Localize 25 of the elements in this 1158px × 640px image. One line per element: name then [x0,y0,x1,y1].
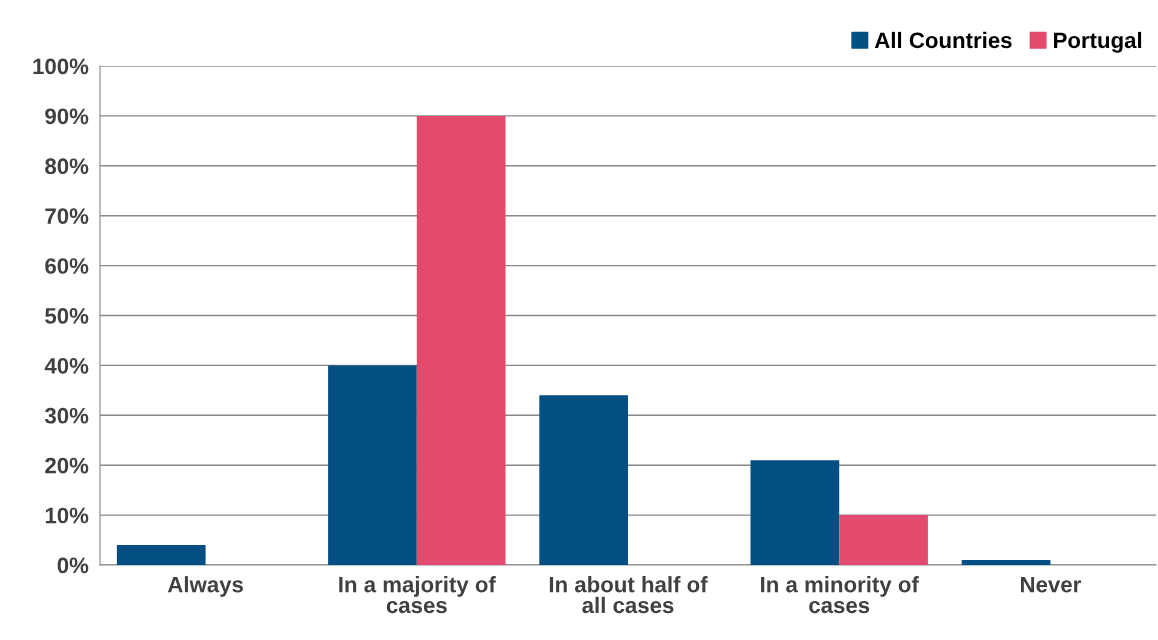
y-tick-label: 80% [45,158,89,175]
x-tick-label: In a minority of cases [761,576,919,614]
bar [116,545,206,565]
y-tick-label: 90% [45,108,89,125]
bar [839,515,928,565]
bar [539,395,628,565]
y-tick-label: 20% [45,457,89,474]
y-tick-label: 30% [44,407,89,424]
y-tick-label: 50% [45,308,89,324]
y-tick-label: 70% [45,208,89,224]
bar [961,560,1051,565]
y-tick-label: 40% [44,357,89,374]
x-tick-label: In about half of all cases [549,576,708,614]
y-tick-label: 100% [33,58,89,75]
legend-label: Portugal [1054,31,1142,53]
legend-label: All Countries [874,31,1012,49]
bar [328,365,417,565]
x-tick-label: Never [1021,576,1081,593]
y-tick-label: 60% [45,258,89,274]
bar [750,460,840,565]
x-tick-label: Always [167,576,243,597]
x-tick-label: In a majority of cases [339,576,496,614]
bar [416,115,506,565]
y-tick-label: 10% [45,507,89,524]
y-tick-label: 0% [57,557,89,574]
